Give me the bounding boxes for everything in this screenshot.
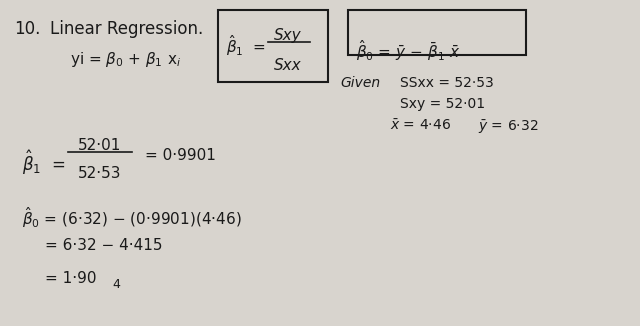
Text: = 6·32 − 4·415: = 6·32 − 4·415	[45, 238, 163, 253]
Text: 10.: 10.	[14, 20, 40, 38]
Text: $\bar{x}$ = 4·46: $\bar{x}$ = 4·46	[390, 118, 451, 133]
Bar	[218, 10, 328, 82]
Text: Sxy = 52·01: Sxy = 52·01	[400, 97, 485, 111]
Text: = 0·9901: = 0·9901	[145, 148, 216, 163]
Text: Sxx: Sxx	[274, 58, 302, 73]
Text: $\bar{y}$ = 6·32: $\bar{y}$ = 6·32	[478, 118, 538, 136]
Bar	[348, 10, 526, 55]
Text: = 1·90: = 1·90	[45, 271, 97, 286]
Text: 4: 4	[112, 278, 120, 291]
Text: Linear Regression.: Linear Regression.	[50, 20, 204, 38]
Text: $\hat{\beta}_0$ = (6·32) − (0·9901)(4·46): $\hat{\beta}_0$ = (6·32) − (0·9901)(4·46…	[22, 205, 242, 230]
Text: $\hat{\beta}_1$  =: $\hat{\beta}_1$ =	[226, 33, 266, 58]
Text: $\hat{\beta}_0$ = $\bar{y}$ − $\bar{\beta}_1$ $\bar{x}$: $\hat{\beta}_0$ = $\bar{y}$ − $\bar{\bet…	[356, 38, 460, 63]
Text: Given: Given	[340, 76, 380, 90]
Text: yi = $\beta_0$ + $\beta_1$ x$_i$: yi = $\beta_0$ + $\beta_1$ x$_i$	[70, 50, 181, 69]
Text: SSxx = 52·53: SSxx = 52·53	[400, 76, 493, 90]
Text: 52·01: 52·01	[78, 138, 122, 153]
Text: Sxy: Sxy	[274, 28, 302, 43]
Text: $\hat{\beta}_1$  =: $\hat{\beta}_1$ =	[22, 148, 65, 177]
Text: 52·53: 52·53	[78, 166, 122, 181]
